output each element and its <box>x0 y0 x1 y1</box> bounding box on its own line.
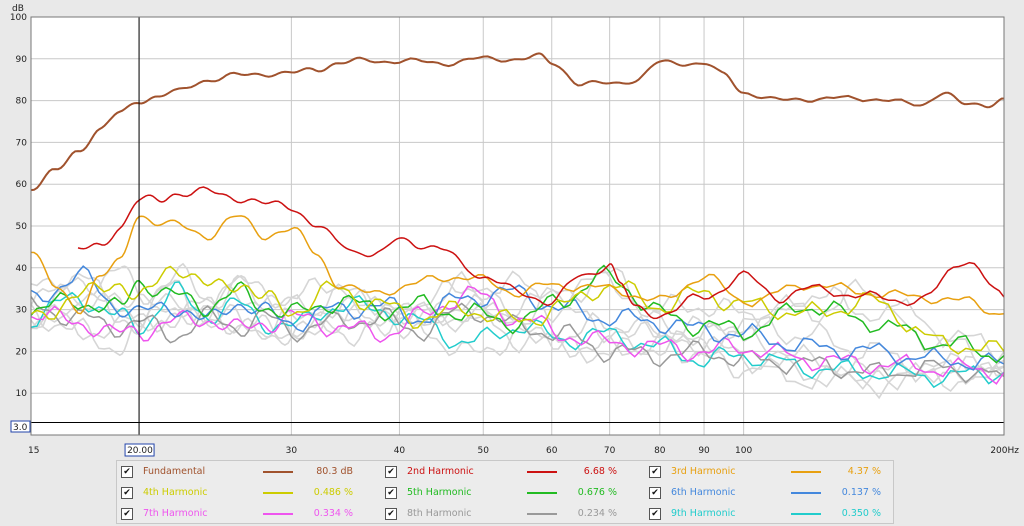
legend-line-swatch <box>791 513 821 515</box>
series-line-1 <box>30 52 1005 192</box>
x-tick-label: 50 <box>478 446 490 456</box>
y-tick-label: 40 <box>16 264 28 274</box>
legend-line-swatch <box>263 492 293 494</box>
y-tick-label: 50 <box>16 222 28 232</box>
x-tick-label: 200Hz <box>990 446 1019 456</box>
background-trace <box>30 268 1005 373</box>
legend-series-name: 8th Harmonic <box>407 508 472 519</box>
legend-checkbox[interactable]: ✔ <box>121 466 133 478</box>
legend-series-value: 0.334 % <box>313 508 353 519</box>
legend-checkbox[interactable]: ✔ <box>649 508 661 520</box>
y-tick-label: 100 <box>10 13 27 23</box>
y-axis-label: dB <box>12 4 24 14</box>
legend-item[interactable]: ✔ 4th Harmonic 0.486 % <box>121 483 381 503</box>
legend-item[interactable]: ✔ 3rd Harmonic 4.37 % <box>649 462 909 482</box>
background-trace <box>30 262 1005 365</box>
series-line-7 <box>30 285 1005 385</box>
legend-series-name: 3rd Harmonic <box>671 466 736 477</box>
legend-checkbox[interactable]: ✔ <box>385 508 397 520</box>
legend-line-swatch <box>527 471 557 473</box>
legend-series-value: 0.234 % <box>577 508 617 519</box>
x-axis-ticks: 15 30 40 50 60 70 80 90 100 200Hz <box>28 446 1019 456</box>
legend-series-name: 6th Harmonic <box>671 487 736 498</box>
svg-text:3.0: 3.0 <box>13 423 28 433</box>
legend-line-swatch <box>527 492 557 494</box>
plot-border <box>30 16 1005 436</box>
legend-line-swatch <box>263 471 293 473</box>
background-trace <box>30 279 1005 391</box>
y-tick-label: 20 <box>16 347 28 357</box>
x-tick-label: 90 <box>698 446 710 456</box>
y-tick-label: 80 <box>16 97 28 107</box>
legend-line-swatch <box>527 513 557 515</box>
legend-series-value: 0.676 % <box>577 487 617 498</box>
legend-line-swatch <box>263 513 293 515</box>
series-line-6 <box>30 265 1005 371</box>
series-line-3 <box>30 215 1005 316</box>
legend-checkbox[interactable]: ✔ <box>121 508 133 520</box>
series-line-4 <box>30 265 1005 355</box>
legend-series-name: 7th Harmonic <box>143 508 208 519</box>
x-tick-label: 15 <box>28 446 39 456</box>
series-line-8 <box>30 296 1005 384</box>
legend-checkbox[interactable]: ✔ <box>385 466 397 478</box>
legend-line-swatch <box>791 492 821 494</box>
legend-series-name: Fundamental <box>143 466 206 477</box>
legend-series-name: 9th Harmonic <box>671 508 736 519</box>
legend-item[interactable]: ✔ 9th Harmonic 0.350 % <box>649 504 909 524</box>
y-tick-label: 70 <box>16 138 28 148</box>
legend-item[interactable]: ✔ 7th Harmonic 0.334 % <box>121 504 381 524</box>
legend-item[interactable]: ✔ 5th Harmonic 0.676 % <box>385 483 645 503</box>
y-tick-label: 60 <box>16 180 28 190</box>
x-tick-label: 40 <box>394 446 406 456</box>
y-tick-label: 30 <box>16 306 28 316</box>
legend-series-value: 80.3 dB <box>316 466 353 477</box>
x-tick-label: 100 <box>735 446 752 456</box>
legend-item[interactable]: ✔ 6th Harmonic 0.137 % <box>649 483 909 503</box>
legend-series-value: 0.350 % <box>841 508 881 519</box>
series-line-5 <box>30 264 1005 364</box>
y-tick-label: 10 <box>16 389 28 399</box>
x-tick-label: 70 <box>604 446 616 456</box>
legend: ✔ Fundamental 80.3 dB ✔ 2nd Harmonic 6.68 % ✔ 3… <box>116 460 894 524</box>
legend-line-swatch <box>791 471 821 473</box>
legend-checkbox[interactable]: ✔ <box>121 487 133 499</box>
legend-series-name: 2nd Harmonic <box>407 466 474 477</box>
legend-series-value: 0.137 % <box>841 487 881 498</box>
legend-series-value: 4.37 % <box>847 466 881 477</box>
legend-checkbox[interactable]: ✔ <box>385 487 397 499</box>
series-lines <box>30 52 1005 389</box>
cursor-y-readout: 3.0 <box>10 420 31 433</box>
legend-series-value: 6.68 % <box>583 466 617 477</box>
x-tick-label: 60 <box>546 446 558 456</box>
legend-checkbox[interactable]: ✔ <box>649 466 661 478</box>
series-line-2 <box>77 186 1005 320</box>
x-tick-label: 30 <box>286 446 298 456</box>
legend-series-name: 4th Harmonic <box>143 487 208 498</box>
cursor-x-readout: 20.00 <box>124 443 155 457</box>
legend-series-value: 0.486 % <box>313 487 353 498</box>
y-axis-ticks: 10 20 30 40 50 60 70 80 90 100 <box>10 13 27 399</box>
series-line-9 <box>30 281 1005 389</box>
legend-checkbox[interactable]: ✔ <box>649 487 661 499</box>
legend-item[interactable]: ✔ 2nd Harmonic 6.68 % <box>385 462 645 482</box>
legend-item[interactable]: ✔ Fundamental 80.3 dB <box>121 462 381 482</box>
y-tick-label: 90 <box>16 55 28 65</box>
legend-item[interactable]: ✔ 8th Harmonic 0.234 % <box>385 504 645 524</box>
legend-series-name: 5th Harmonic <box>407 487 472 498</box>
x-tick-label: 80 <box>654 446 666 456</box>
svg-text:20.00: 20.00 <box>127 446 153 456</box>
